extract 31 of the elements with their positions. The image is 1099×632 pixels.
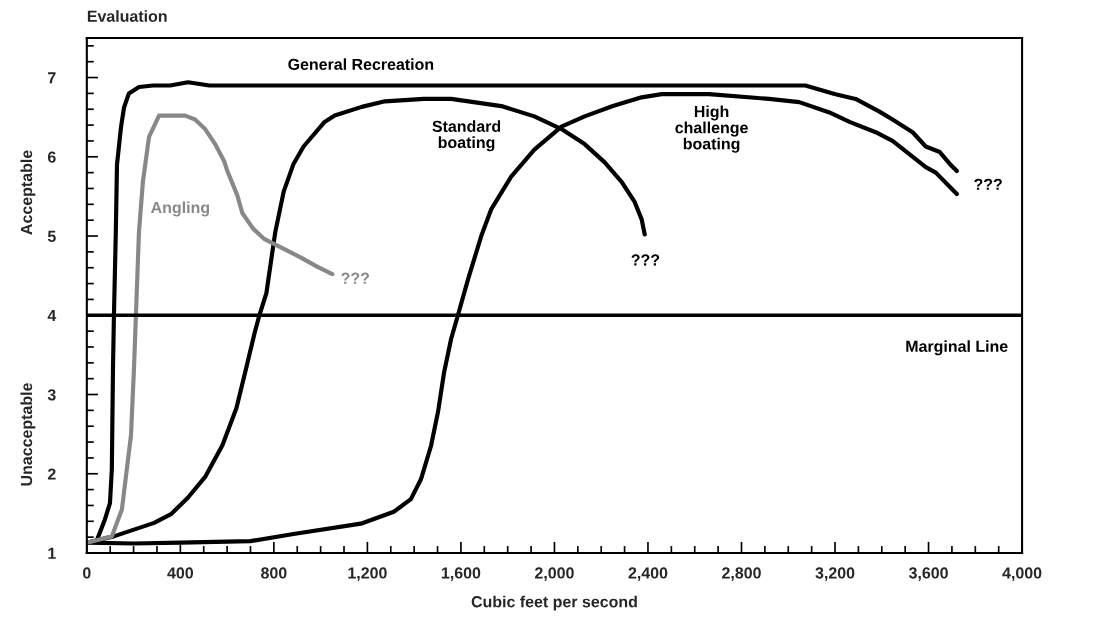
annotation: ???: [341, 272, 370, 284]
x-tick-label: 4,000: [1002, 567, 1042, 581]
x-tick-label: 1,200: [348, 567, 387, 581]
series-label: Standard boating: [432, 120, 501, 152]
x-tick-label: 3,200: [815, 567, 855, 581]
y-tick-label: 6: [47, 151, 56, 163]
y-tick-label: 2: [47, 468, 56, 480]
text: Unacceptable: [20, 383, 36, 486]
x-tick-label: 1,600: [441, 567, 481, 581]
x-tick-label: 2,400: [628, 567, 668, 581]
series-label: High challenge boating: [675, 105, 748, 153]
y-axis-title: Evaluation: [87, 10, 167, 22]
x-tick-label: 0: [83, 567, 91, 579]
text: Acceptable: [20, 150, 36, 235]
x-tick-label: 3,600: [908, 567, 948, 581]
x-tick-label: 2,800: [722, 567, 761, 581]
y-tick-label: 3: [47, 389, 56, 401]
series-label: General Recreation: [288, 58, 434, 71]
y-tick-label: 7: [48, 72, 56, 84]
x-tick-label: 400: [167, 567, 194, 579]
x-tick-label: 2,000: [535, 567, 574, 581]
ref-line-label: Marginal Line: [906, 340, 1008, 356]
y-tick-label: 4: [47, 310, 57, 322]
x-tick-label: 800: [261, 567, 287, 579]
series-label: Angling: [151, 201, 209, 217]
annotation: ???: [974, 178, 1002, 190]
y-tick-label: 1: [48, 547, 56, 559]
line-series: [86, 113, 335, 545]
annotation: ???: [631, 254, 660, 266]
y-tick-label: 5: [47, 230, 56, 242]
x-axis-title: Cubic feet per second: [471, 595, 637, 611]
